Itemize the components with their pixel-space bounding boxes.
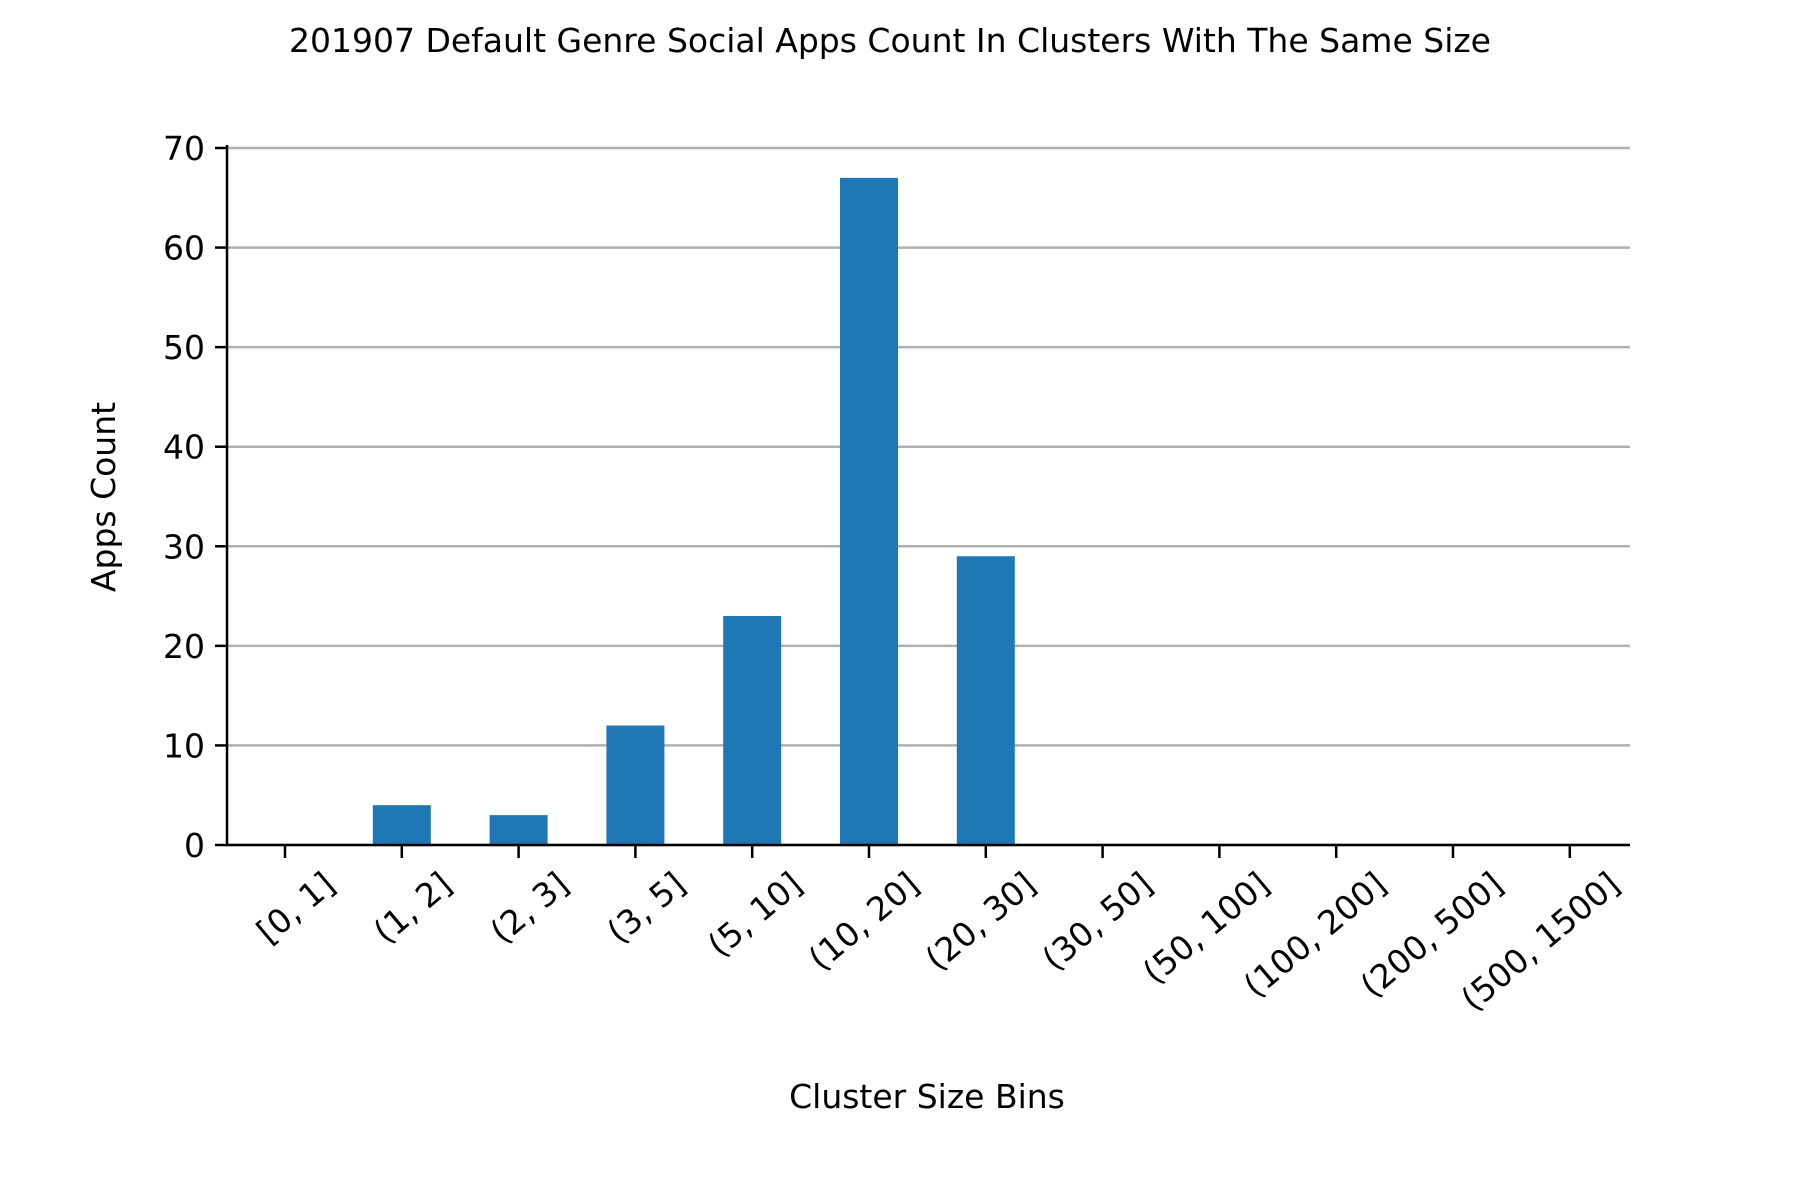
x-tick-label: [0, 1] <box>249 864 342 951</box>
bar <box>489 815 548 845</box>
x-tick-label: (1, 2] <box>366 864 459 951</box>
x-axis-label: Cluster Size Bins <box>789 1077 1065 1116</box>
chart-title: 201907 Default Genre Social Apps Count I… <box>289 21 1491 60</box>
bar <box>723 615 782 845</box>
y-tick-label: 30 <box>163 527 205 566</box>
x-tick-label: (5, 10] <box>700 864 809 964</box>
y-tick-label: 40 <box>163 428 205 467</box>
y-tick-label: 70 <box>163 129 205 168</box>
axes <box>225 145 1630 847</box>
y-tick-label: 10 <box>163 726 205 765</box>
y-tick-label: 0 <box>184 826 205 865</box>
y-tick-label: 20 <box>163 627 205 666</box>
gridlines <box>227 146 1630 847</box>
bars <box>372 177 1015 845</box>
bar <box>956 556 1015 845</box>
x-tick-label: (3, 5] <box>599 864 692 951</box>
x-tick-label: (20, 30] <box>918 864 1043 978</box>
x-tick-label: (10, 20] <box>801 864 926 978</box>
y-axis-label: Apps Count <box>84 402 123 592</box>
y-tick-label: 60 <box>163 229 205 268</box>
x-axis-ticks: [0, 1] (1, 2] (2, 3] (3, 5] (5, 10](10, 20](… <box>249 845 1627 1019</box>
y-tick-label: 50 <box>163 328 205 367</box>
bar <box>606 725 665 845</box>
bar <box>840 177 898 845</box>
y-axis-ticks: 0 10 20 30 40 50 60 70 <box>163 129 227 865</box>
x-tick-label: (2, 3] <box>483 864 576 951</box>
bar <box>372 805 431 845</box>
